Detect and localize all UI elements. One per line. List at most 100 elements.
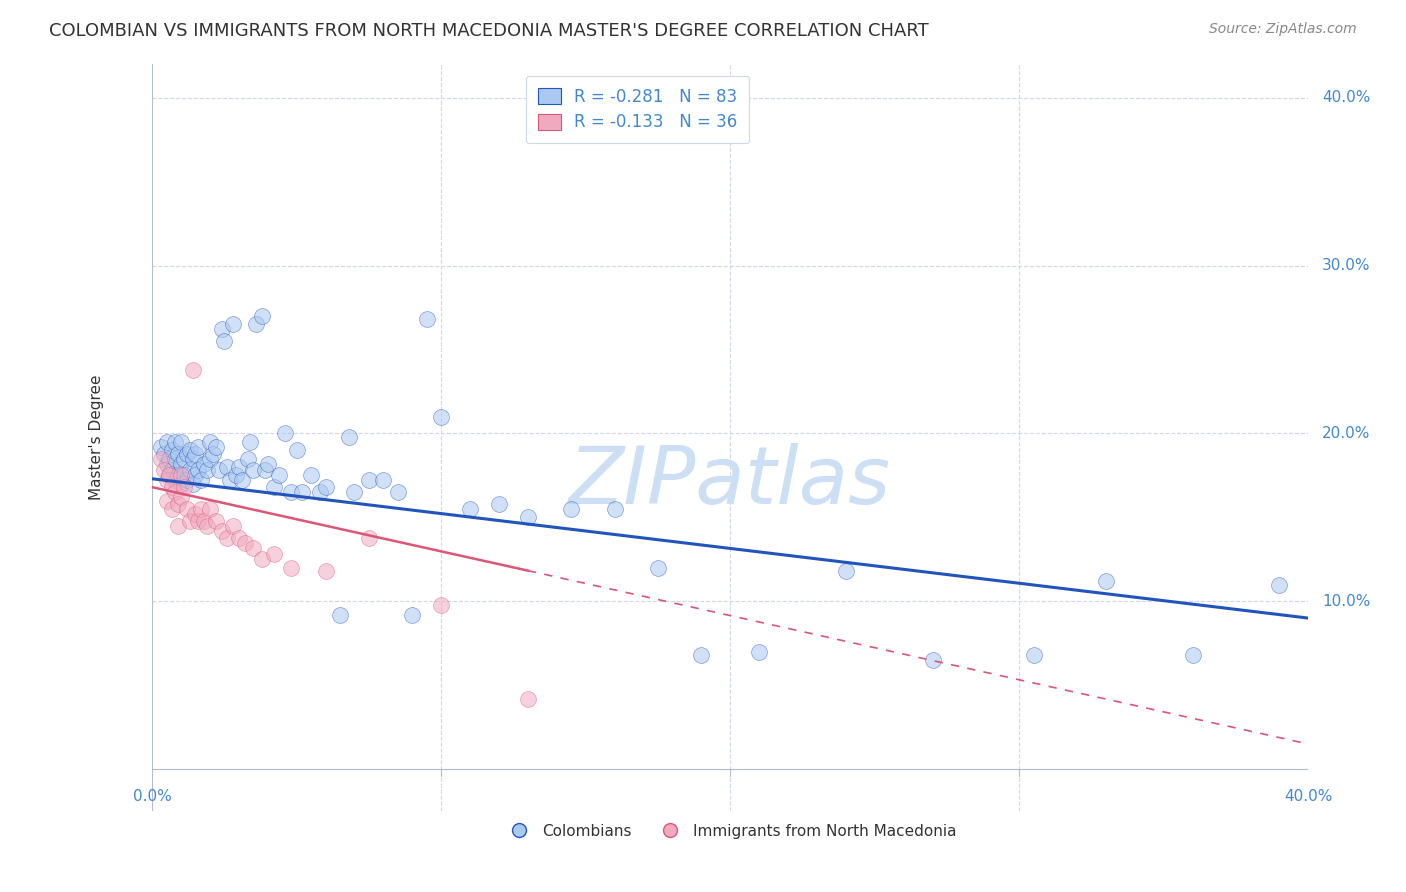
Text: 20.0%: 20.0% xyxy=(1322,425,1371,441)
Text: COLOMBIAN VS IMMIGRANTS FROM NORTH MACEDONIA MASTER'S DEGREE CORRELATION CHART: COLOMBIAN VS IMMIGRANTS FROM NORTH MACED… xyxy=(49,22,929,40)
Point xyxy=(219,474,242,488)
Legend: Colombians, Immigrants from North Macedonia: Colombians, Immigrants from North Macedo… xyxy=(498,817,963,845)
Point xyxy=(245,318,267,332)
Point xyxy=(170,476,193,491)
Point xyxy=(357,474,380,488)
Point xyxy=(835,564,858,578)
Point xyxy=(280,485,302,500)
Point xyxy=(603,502,626,516)
Point xyxy=(250,309,273,323)
Point xyxy=(204,514,226,528)
Point xyxy=(211,524,233,538)
Point xyxy=(198,434,221,449)
Point xyxy=(155,434,177,449)
Point xyxy=(357,531,380,545)
Point xyxy=(187,514,209,528)
Point xyxy=(222,318,245,332)
Point xyxy=(280,560,302,574)
Point xyxy=(250,552,273,566)
Point xyxy=(253,463,276,477)
Point xyxy=(204,440,226,454)
Point xyxy=(195,463,218,477)
Point xyxy=(176,446,198,460)
Point xyxy=(225,468,247,483)
Point xyxy=(329,607,352,622)
Point xyxy=(190,474,212,488)
Point xyxy=(373,474,395,488)
Point xyxy=(291,485,314,500)
Text: ZIPatlas: ZIPatlas xyxy=(569,443,891,522)
Point xyxy=(560,502,582,516)
Point xyxy=(193,457,215,471)
Point xyxy=(165,485,187,500)
Point xyxy=(211,322,233,336)
Point xyxy=(155,474,177,488)
Point xyxy=(430,409,453,424)
Point xyxy=(162,443,184,458)
Point xyxy=(748,645,770,659)
Point xyxy=(184,468,207,483)
Point xyxy=(201,446,224,460)
Point xyxy=(167,497,190,511)
Point xyxy=(401,607,423,622)
Point xyxy=(242,541,264,555)
Point xyxy=(165,474,187,488)
Point xyxy=(285,443,308,458)
Point xyxy=(315,480,337,494)
Point xyxy=(239,434,262,449)
Point xyxy=(315,564,337,578)
Point xyxy=(1022,648,1045,662)
Point xyxy=(690,648,713,662)
Point xyxy=(155,457,177,471)
Text: Master's Degree: Master's Degree xyxy=(89,375,104,500)
Point xyxy=(217,531,239,545)
Point xyxy=(516,510,538,524)
Point xyxy=(181,451,204,466)
Point xyxy=(337,430,360,444)
Point xyxy=(187,463,209,477)
Point xyxy=(149,451,172,466)
Point xyxy=(217,460,239,475)
Point xyxy=(269,468,291,483)
Point xyxy=(222,518,245,533)
Point xyxy=(1181,648,1204,662)
Point xyxy=(179,514,201,528)
Point xyxy=(159,468,181,483)
Point xyxy=(159,451,181,466)
Point xyxy=(167,446,190,460)
Point xyxy=(149,440,172,454)
Point xyxy=(242,463,264,477)
Point xyxy=(165,451,187,466)
Point xyxy=(152,446,174,460)
Point xyxy=(181,362,204,376)
Point xyxy=(387,485,409,500)
Text: Source: ZipAtlas.com: Source: ZipAtlas.com xyxy=(1209,22,1357,37)
Point xyxy=(173,451,195,466)
Point xyxy=(207,463,229,477)
Point xyxy=(458,502,481,516)
Point xyxy=(228,531,250,545)
Point xyxy=(165,434,187,449)
Point xyxy=(516,691,538,706)
Point xyxy=(430,598,453,612)
Text: 40.0%: 40.0% xyxy=(1322,90,1371,105)
Point xyxy=(231,474,253,488)
Point xyxy=(1268,577,1291,591)
Point xyxy=(176,474,198,488)
Point xyxy=(167,518,190,533)
Point xyxy=(184,446,207,460)
Point xyxy=(159,468,181,483)
Point xyxy=(170,434,193,449)
Point xyxy=(162,463,184,477)
Text: 0.0%: 0.0% xyxy=(132,789,172,805)
Point xyxy=(170,490,193,504)
Text: 10.0%: 10.0% xyxy=(1322,594,1371,609)
Point xyxy=(184,507,207,521)
Point xyxy=(162,502,184,516)
Text: 30.0%: 30.0% xyxy=(1322,258,1371,273)
Point xyxy=(263,547,285,561)
Point xyxy=(167,468,190,483)
Point xyxy=(647,560,669,574)
Point xyxy=(179,443,201,458)
Point xyxy=(308,485,330,500)
